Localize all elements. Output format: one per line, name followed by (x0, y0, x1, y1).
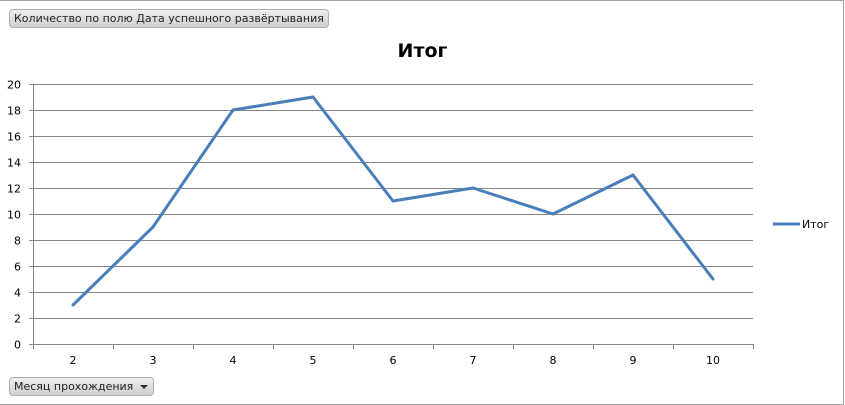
y-tick-label: 18 (7, 105, 21, 118)
x-tick-label: 7 (470, 354, 477, 367)
y-tick-label: 2 (14, 313, 21, 326)
chart-title: Итог (397, 40, 448, 62)
x-tick-label: 6 (390, 354, 397, 367)
data-point (231, 108, 235, 112)
data-point (151, 225, 155, 229)
data-point (311, 95, 315, 99)
y-tick-label: 6 (14, 261, 21, 274)
dropdown-arrow-icon[interactable] (140, 385, 149, 389)
x-tick-label: 4 (230, 354, 237, 367)
y-tick-label: 10 (7, 209, 21, 222)
x-tick-label: 8 (550, 354, 557, 367)
x-tick-label: 10 (706, 354, 720, 367)
data-point (471, 186, 475, 190)
y-tick-label: 14 (7, 157, 21, 170)
y-tick-label: 0 (14, 339, 21, 352)
x-tick-label: 5 (310, 354, 317, 367)
x-tick-label: 3 (150, 354, 157, 367)
y-tick-label: 8 (14, 235, 21, 248)
axis-field-button[interactable]: Месяц прохождения (9, 377, 155, 396)
y-tick-label: 20 (7, 79, 21, 92)
value-field-button[interactable]: Количество по полю Дата успешного развёр… (9, 9, 329, 28)
data-point (391, 199, 395, 203)
y-tick-label: 12 (7, 183, 21, 196)
x-tick-label: 9 (630, 354, 637, 367)
data-point (631, 173, 635, 177)
data-point (551, 212, 555, 216)
y-tick-label: 4 (14, 287, 21, 300)
y-tick-label: 16 (7, 131, 21, 144)
legend-label: Итог (802, 218, 829, 231)
data-point (71, 303, 75, 307)
axis-field-label: Месяц прохождения (14, 380, 134, 393)
x-tick-label: 2 (70, 354, 77, 367)
data-point (711, 277, 715, 281)
